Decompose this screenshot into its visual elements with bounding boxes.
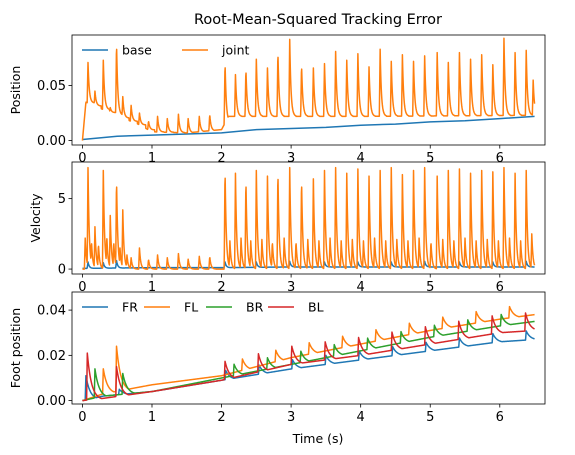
x-tick-label: 4	[357, 151, 365, 166]
legend-label-fr: FR	[122, 300, 138, 315]
y-tick-label: 0.02	[37, 349, 66, 364]
y-tick-label: 0.05	[37, 79, 66, 94]
legend-label-base: base	[122, 43, 152, 58]
x-tick-label: 0	[78, 151, 86, 166]
axes-frame	[71, 34, 546, 146]
legend: base joint	[82, 43, 250, 58]
y-axis-label: Foot position	[8, 308, 23, 388]
series-line-bl	[82, 312, 535, 402]
series-line-fl	[82, 305, 535, 402]
x-tick-label: 4	[357, 280, 365, 295]
y-tick-label: 0.04	[37, 304, 66, 319]
legend-label-fl: FL	[184, 300, 198, 315]
chart-title: Root-Mean-Squared Tracking Error	[194, 12, 442, 28]
x-axis-label: Time (s)	[292, 431, 344, 446]
x-tick-label: 1	[148, 151, 156, 166]
x-tick-label: 5	[426, 280, 434, 295]
x-tick-label: 1	[148, 410, 156, 425]
x-tick-label: 0	[78, 410, 86, 425]
x-tick-label: 1	[148, 280, 156, 295]
panel-1: 0 1 2 3 4 5 6 0.00 0.05 Position base joint	[8, 34, 546, 166]
series-line-fr	[82, 330, 535, 402]
series-line-joint	[81, 166, 536, 270]
series-line-base	[82, 115, 535, 141]
plot-area	[81, 37, 536, 141]
y-tick-label: 0.00	[37, 394, 66, 409]
y-tick-label: 0	[58, 263, 66, 278]
x-tick-label: 6	[496, 280, 504, 295]
series-line-joint	[81, 37, 536, 141]
x-tick-label: 2	[217, 151, 225, 166]
x-tick-label: 4	[357, 410, 365, 425]
legend-label-joint: joint	[221, 43, 250, 58]
x-tick-label: 3	[287, 151, 295, 166]
x-tick-label: 5	[426, 151, 434, 166]
y-axis-label: Velocity	[28, 193, 43, 243]
x-tick-label: 2	[217, 280, 225, 295]
series-line-br	[82, 313, 535, 402]
panel-3: 0 1 2 3 4 5 6 0.00 0.02 0.04 Foot position FR FL BR BL	[8, 291, 546, 425]
panel-2: 0 1 2 3 4 5 6 0 5 Velocity	[28, 161, 546, 295]
y-axis-label: Position	[8, 66, 23, 115]
legend-label-br: BR	[246, 300, 264, 315]
plot-area	[82, 305, 535, 402]
x-tick-label: 0	[78, 280, 86, 295]
x-tick-label: 6	[496, 410, 504, 425]
x-tick-label: 5	[426, 410, 434, 425]
x-tick-label: 6	[496, 151, 504, 166]
x-tick-label: 3	[287, 410, 295, 425]
y-tick-label: 0.00	[37, 134, 66, 149]
x-tick-label: 3	[287, 280, 295, 295]
x-tick-label: 2	[217, 410, 225, 425]
legend: FR FL BR BL	[82, 300, 324, 315]
plot-area	[81, 166, 536, 270]
axes-frame	[71, 291, 546, 405]
y-tick-label: 5	[58, 192, 66, 207]
axes-frame	[71, 161, 546, 275]
legend-label-bl: BL	[308, 300, 324, 315]
